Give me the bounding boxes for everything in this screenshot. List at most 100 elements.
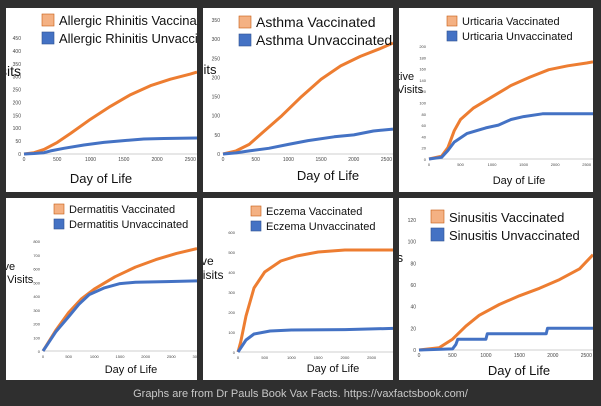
x-tick-label: 2500 <box>581 353 592 359</box>
y-tick-label: 0 <box>413 348 416 354</box>
y-tick-label: 100 <box>228 330 235 335</box>
series-line-vaccinated <box>418 253 593 352</box>
x-tick-label: 1000 <box>283 157 294 163</box>
y-tick-label: 120 <box>408 218 417 224</box>
y-axis-label: e Visits <box>6 274 34 286</box>
y-tick-label: 20 <box>422 146 427 151</box>
x-tick-label: 0 <box>418 353 421 359</box>
x-tick-label: 1000 <box>488 162 498 167</box>
y-tick-label: 600 <box>33 267 40 272</box>
y-tick-label: 200 <box>13 100 22 106</box>
y-tick-label: 50 <box>15 139 21 145</box>
y-tick-label: 450 <box>13 36 22 42</box>
y-axis-label: Visits <box>203 268 223 282</box>
legend-swatch-unvaccinated <box>430 227 445 242</box>
x-tick-label: 1000 <box>90 354 100 359</box>
x-tick-label: 1000 <box>480 353 491 359</box>
series-line-unvaccinated <box>418 326 593 352</box>
y-tick-label: 200 <box>212 75 221 81</box>
series-line-unvaccinated <box>428 112 593 161</box>
y-tick-label: 500 <box>33 280 40 285</box>
x-tick-label: 1500 <box>514 353 525 359</box>
y-tick-label: 350 <box>212 18 221 24</box>
y-tick-label: 60 <box>422 123 427 128</box>
x-tick-label: 2000 <box>152 157 163 163</box>
x-tick-label: 1500 <box>116 354 126 359</box>
x-axis-label: Day of Life <box>488 363 550 378</box>
legend-label-unvaccinated: Allergic Rhinitis Unvaccinated <box>59 31 197 46</box>
legend-swatch-vaccinated <box>53 203 65 215</box>
chart-svg: 0 50 100 150 200 250 300 350 0 500 1000 1500 2000 250… <box>203 14 393 183</box>
legend-swatch-vaccinated <box>430 209 445 224</box>
legend-label-unvaccinated: Eczema Unvaccinated <box>266 221 375 233</box>
series-line-vaccinated <box>41 247 197 352</box>
y-tick-label: 0 <box>424 157 427 162</box>
x-tick-label: 2500 <box>381 157 392 163</box>
y-tick-label: 0 <box>233 350 236 355</box>
x-axis-label: Day of Life <box>297 168 359 183</box>
y-tick-label: 0 <box>18 152 21 158</box>
y-tick-label: 200 <box>228 310 235 315</box>
x-tick-label: 2000 <box>348 157 359 163</box>
x-axis-label: Day of Life <box>70 171 132 186</box>
legend-swatch-vaccinated <box>41 13 55 27</box>
y-tick-label: 400 <box>228 270 235 275</box>
legend-label-vaccinated: Dermatitis Vaccinated <box>69 204 175 216</box>
x-tick-label: 2500 <box>185 157 196 163</box>
legend-label-unvaccinated: Asthma Unvaccinated <box>256 32 392 48</box>
y-tick-label: 300 <box>228 290 235 295</box>
legend-swatch-unvaccinated <box>41 31 55 45</box>
legend-label-vaccinated: Urticaria Vaccinated <box>462 16 560 28</box>
legend-label-vaccinated: Allergic Rhinitis Vaccinated <box>59 13 197 28</box>
series-line-unvaccinated <box>222 127 393 156</box>
y-axis-label: tive <box>399 71 414 83</box>
x-axis-label: Day of Life <box>493 175 546 187</box>
x-tick-label: 500 <box>448 353 457 359</box>
y-tick-label: 200 <box>33 322 40 327</box>
x-tick-label: 1000 <box>85 157 96 163</box>
y-tick-label: 40 <box>410 305 416 311</box>
legend-label-unvaccinated: Sinusitis Unvaccinated <box>449 228 580 243</box>
series-line-vaccinated <box>428 60 593 161</box>
y-tick-label: 400 <box>33 294 40 299</box>
legend-swatch-unvaccinated <box>238 33 252 47</box>
y-tick-label: 100 <box>408 240 417 246</box>
x-tick-label: 0 <box>237 355 240 360</box>
x-tick-label: 0 <box>222 157 225 163</box>
chart-panel-eczema: 0 100 200 300 400 500 600 0 500 1000 1500 2000 2500 E… <box>203 198 393 380</box>
legend-swatch-vaccinated <box>238 15 252 29</box>
y-tick-label: 50 <box>214 133 220 139</box>
y-tick-label: 200 <box>419 44 426 49</box>
x-tick-label: 1000 <box>287 355 297 360</box>
chart-svg: 0 20 40 60 80 100 120 0 500 1000 1500 2000 2500 Sinus… <box>399 209 593 378</box>
x-tick-label: 1500 <box>314 355 324 360</box>
legend-label-vaccinated: Sinusitis Vaccinated <box>449 210 564 225</box>
y-tick-label: 300 <box>13 75 22 81</box>
y-tick-label: 150 <box>13 113 22 119</box>
y-tick-label: 0 <box>217 152 220 158</box>
y-tick-label: 300 <box>33 308 40 313</box>
x-tick-label: 2000 <box>547 353 558 359</box>
x-tick-label: 500 <box>261 355 268 360</box>
legend-swatch-vaccinated <box>446 15 458 27</box>
y-axis-label: tive <box>203 254 214 268</box>
legend-label-vaccinated: Asthma Vaccinated <box>256 14 376 30</box>
x-tick-label: 2500 <box>582 162 592 167</box>
x-tick-label: 500 <box>53 157 62 163</box>
y-tick-label: 250 <box>13 88 22 94</box>
chart-panel-allergic-rhinitis: 0 50 100 150 200 250 300 350 400 450 0 500 1000 1500 2… <box>6 8 197 192</box>
legend-label-vaccinated: Eczema Vaccinated <box>266 206 362 218</box>
y-tick-label: 180 <box>419 55 426 60</box>
y-axis-label: sits <box>203 62 217 77</box>
y-tick-label: 250 <box>212 56 221 62</box>
x-tick-label: 500 <box>457 162 464 167</box>
y-tick-label: 100 <box>419 101 426 106</box>
series-line-vaccinated <box>23 70 197 156</box>
series-line-vaccinated <box>222 41 393 156</box>
series-line-unvaccinated <box>23 136 197 156</box>
y-tick-label: 80 <box>422 112 427 117</box>
y-tick-label: 0 <box>38 349 41 354</box>
x-tick-label: 0 <box>42 354 45 359</box>
image-caption: Graphs are from Dr Pauls Book Vax Facts.… <box>133 388 468 400</box>
